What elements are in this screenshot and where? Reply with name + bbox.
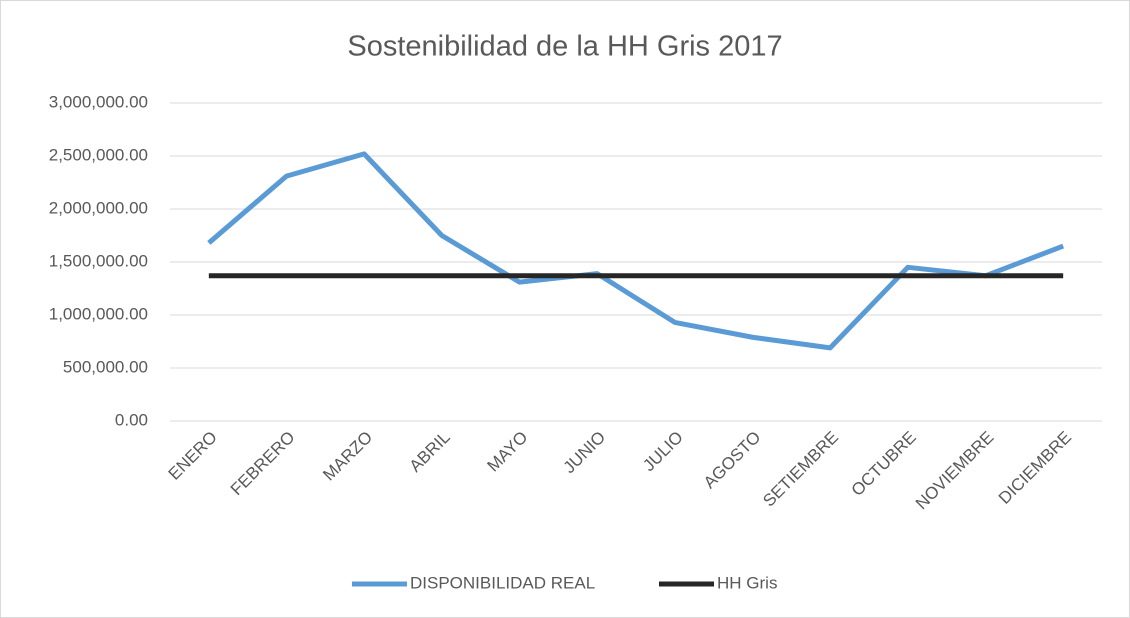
legend-label: HH Gris [717,573,777,592]
y-tick-label: 2,500,000.00 [49,145,148,164]
y-tick-label: 0.00 [115,410,148,429]
series-line [207,151,1065,351]
legend-label: DISPONIBILIDAD REAL [410,573,595,592]
chart-title: Sostenibilidad de la HH Gris 2017 [347,31,782,63]
y-tick-label: 3,000,000.00 [49,92,148,111]
y-tick-label: 1,000,000.00 [49,304,148,323]
y-tick-label: 2,000,000.00 [49,198,148,217]
y-tick-label: 1,500,000.00 [49,251,148,270]
y-tick-label: 500,000.00 [63,357,148,376]
